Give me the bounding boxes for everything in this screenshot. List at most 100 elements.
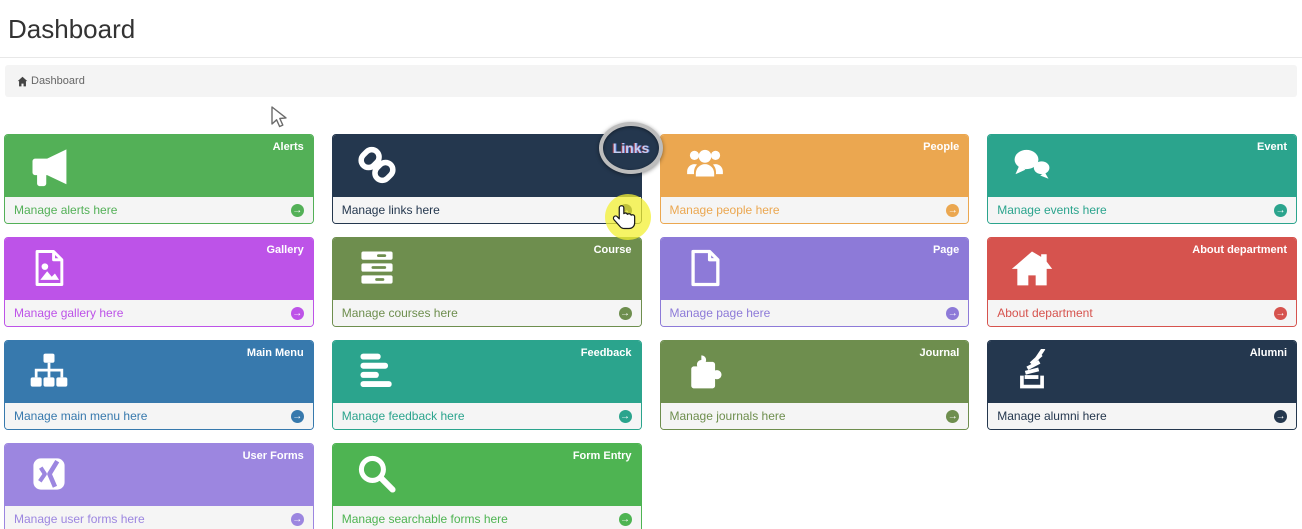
arrow-circle-icon[interactable] [946,409,960,423]
tile-footer-link[interactable]: Manage gallery here [5,300,313,326]
puzzle-icon [683,349,727,393]
tile-title: People [923,141,960,153]
arrow-circle-icon[interactable] [290,409,304,423]
tile-title: Form Entry [572,450,632,462]
tile-body: Feedback [332,341,641,403]
bullhorn-icon [27,143,71,187]
tile-alumni[interactable]: Alumni Manage alumni here [987,340,1297,430]
tile-footer-text: Manage searchable forms here [341,512,508,526]
arrow-circle-icon[interactable] [618,306,632,320]
tile-footer-link[interactable]: Manage journals here [660,403,969,429]
tile-journal[interactable]: Journal Manage journals here [659,340,970,430]
breadcrumb[interactable]: Dashboard [5,65,1297,97]
tile-footer-text: Manage people here [669,203,780,217]
tile-footer-text: Manage user forms here [14,512,145,526]
arrow-circle-icon[interactable] [946,203,960,217]
tile-title: Course [593,244,632,256]
tile-footer-text: Manage journals here [669,409,786,423]
arrow-circle-icon[interactable] [290,306,304,320]
tile-footer-text: Manage courses here [341,306,458,320]
tile-body: Course [332,238,641,300]
tile-title: Event [1257,141,1287,153]
tile-gallery[interactable]: Gallery Manage gallery here [4,237,314,327]
tile-body: People [660,135,969,197]
tile-footer-text: Manage alerts here [14,203,118,217]
tile-footer-text: Manage feedback here [341,409,465,423]
tile-links[interactable]: Links Manage links here [331,134,642,224]
mouse-cursor-hand-icon [611,204,638,238]
tile-footer-link[interactable]: Manage searchable forms here [332,506,641,529]
tile-title: Alerts [272,141,304,153]
arrow-circle-icon[interactable] [946,306,960,320]
arrow-circle-icon[interactable] [1274,203,1287,217]
tile-title: Journal [919,347,960,359]
tile-title: About department [1192,244,1287,256]
tile-footer-link[interactable]: Manage alerts here [5,197,313,223]
tile-footer-link[interactable]: Manage links here [332,197,641,223]
tile-footer-link[interactable]: About department [988,300,1296,326]
tile-feedback[interactable]: Feedback Manage feedback here [331,340,642,430]
tile-footer-text: Manage page here [669,306,771,320]
tile-footer-text: About department [997,306,1093,320]
tile-form-entry[interactable]: Form Entry Manage searchable forms here [331,443,642,529]
mouse-cursor-arrow-icon [270,106,287,136]
tile-footer-link[interactable]: Manage page here [660,300,969,326]
home-icon [17,76,28,87]
stack-overflow-icon [1010,349,1054,393]
tile-body: Alumni [988,341,1296,403]
users-icon [683,143,727,187]
align-left-icon [355,349,399,393]
zoom-bubble: Links [599,122,663,174]
tile-title: User Forms [242,450,304,462]
tile-footer-link[interactable]: Manage people here [660,197,969,223]
tile-footer-text: Manage gallery here [14,306,124,320]
tile-page[interactable]: Page Manage page here [659,237,970,327]
tile-body: About department [988,238,1296,300]
xing-icon [27,452,71,496]
image-icon [27,246,71,290]
tile-footer-text: Manage main menu here [14,409,148,423]
arrow-circle-icon[interactable] [618,409,632,423]
tile-footer-link[interactable]: Manage events here [988,197,1296,223]
arrow-circle-icon[interactable] [290,203,304,217]
home-icon [1010,246,1054,290]
chain-icon [355,143,399,187]
tile-about-department[interactable]: About department About department [987,237,1297,327]
tile-footer-link[interactable]: Manage alumni here [988,403,1296,429]
zoom-bubble-label: Links [612,140,650,156]
tile-footer-link[interactable]: Manage user forms here [5,506,313,529]
tile-footer-link[interactable]: Manage courses here [332,300,641,326]
tile-body: User Forms [5,444,313,506]
comments-icon [1010,143,1054,187]
tile-event[interactable]: Event Manage events here [987,134,1297,224]
tile-alerts[interactable]: Alerts Manage alerts here [4,134,314,224]
sitemap-icon [27,349,71,393]
tile-main-menu[interactable]: Main Menu Manage main menu here [4,340,314,430]
tile-title: Main Menu [246,347,304,359]
arrow-circle-icon[interactable] [1274,409,1287,423]
arrow-circle-icon[interactable] [618,512,632,526]
breadcrumb-item[interactable]: Dashboard [31,75,85,87]
tile-body: Gallery [5,238,313,300]
arrow-circle-icon[interactable] [1274,306,1287,320]
tile-course[interactable]: Course Manage courses here [331,237,642,327]
tile-footer-text: Manage alumni here [997,409,1107,423]
tile-footer-link[interactable]: Manage main menu here [5,403,313,429]
tile-title: Feedback [580,347,632,359]
file-icon [683,246,727,290]
tile-title: Alumni [1249,347,1287,359]
tile-user-forms[interactable]: User Forms Manage user forms here [4,443,314,529]
tile-title: Gallery [266,244,304,256]
tasks-icon [355,246,399,290]
tile-grid: Alerts Manage alerts here Links Manage l… [4,134,1297,529]
tile-body: Journal [660,341,969,403]
tile-footer-link[interactable]: Manage feedback here [332,403,641,429]
arrow-circle-icon[interactable] [290,512,304,526]
tile-footer-text: Manage events here [997,203,1107,217]
tile-body: Event [988,135,1296,197]
tile-body: Main Menu [5,341,313,403]
tile-body: Alerts [5,135,313,197]
page-title: Dashboard [0,0,1302,58]
tile-people[interactable]: People Manage people here [659,134,970,224]
